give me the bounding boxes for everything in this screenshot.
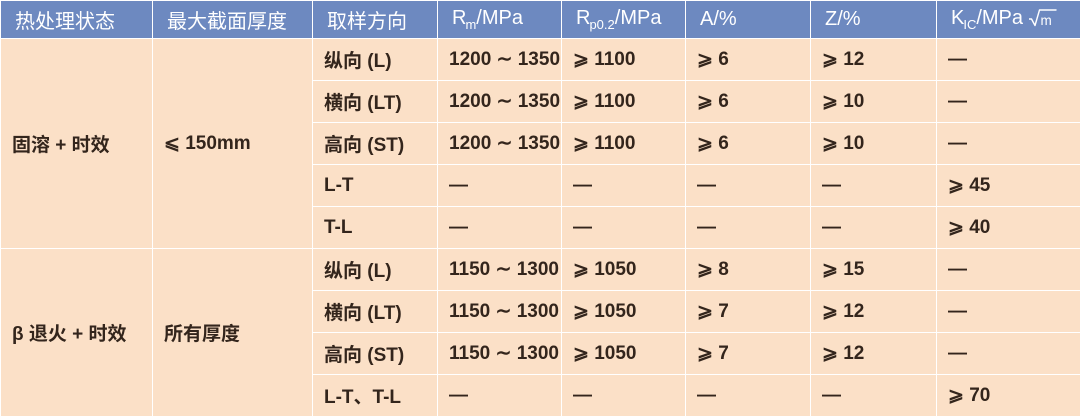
svg-text:m: m [1040, 13, 1051, 28]
